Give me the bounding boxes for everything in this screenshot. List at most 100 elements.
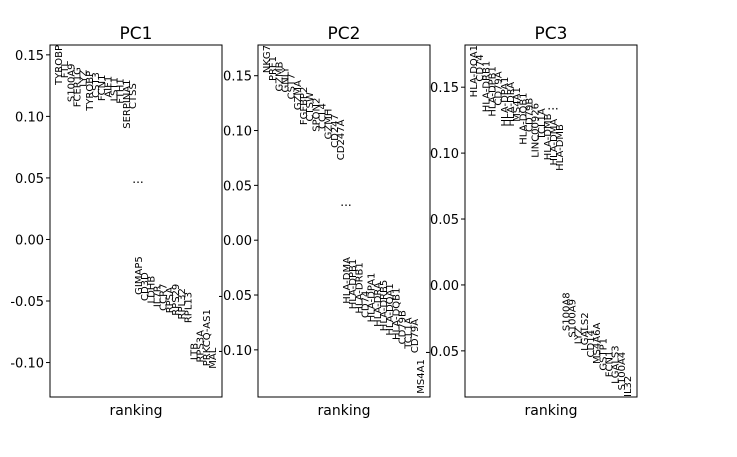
gene-label: HLA-DRB1: [481, 61, 492, 112]
y-tick-label: 0.00: [430, 279, 459, 294]
gene-label: LTB: [189, 343, 200, 360]
gene-label: CD3D: [140, 272, 151, 301]
y-tick-label: 0.05: [15, 172, 44, 187]
gene-label: LINC00926: [531, 103, 542, 158]
y-tick-label: -0.05: [10, 295, 44, 310]
gene-label: HLA-DRA: [373, 282, 384, 327]
gene-label: MS4A6A: [592, 323, 603, 365]
y-tick-label: 0.15: [430, 81, 459, 96]
gene-label: LYZ: [574, 327, 585, 344]
panel-title: PC1: [120, 24, 153, 44]
gene-label: CD79B: [524, 98, 535, 132]
gene-label: TYROBP: [54, 45, 65, 86]
gene-label: RPSA: [165, 287, 176, 314]
y-tick-label: 0.10: [15, 110, 44, 125]
gene-label: HLA-DQA1: [469, 45, 480, 97]
gene-label: NKG7: [262, 45, 273, 73]
y-tick-label: -0.10: [218, 344, 252, 359]
gene-label: LDHB: [146, 276, 157, 304]
gene-label: RPL13: [183, 292, 194, 323]
gene-label: S100A9: [66, 63, 77, 102]
gene-label: CD74: [475, 54, 486, 81]
gene-label: HLA-DPB1: [488, 66, 499, 117]
x-axis-label: ranking: [525, 403, 578, 419]
ellipsis-marker: ...: [547, 99, 558, 113]
gene-label: TCL1A: [537, 108, 548, 140]
gene-label: CCL4: [317, 103, 328, 129]
gene-label: CD79A: [494, 71, 505, 105]
gene-label: HLA-DMB: [543, 113, 554, 160]
panel-pc1: PC1 ranking -0.10 -0.05 0.00 0.05 0.10 0.15 TYRO…: [10, 24, 223, 419]
y-tick-label: 0.05: [223, 179, 252, 194]
gene-label: CST3: [91, 72, 102, 98]
gene-label: HLA-DQB1: [518, 92, 529, 144]
gene-label: RPS3A: [196, 330, 207, 363]
gene-label: HLA-DMB: [555, 124, 566, 171]
y-tick-label: 0.15: [223, 70, 252, 85]
gene-label: TCL1A: [404, 317, 415, 349]
y-tick-label: -0.10: [10, 357, 44, 372]
y-tick-label: 0.00: [223, 234, 252, 249]
y-tick-label: 0.05: [430, 213, 459, 228]
gene-label: MAL: [208, 347, 219, 368]
gene-label: CD247A: [336, 119, 347, 160]
gene-label: CTSW: [305, 92, 316, 121]
gene-label: MS4A1: [512, 87, 523, 122]
gene-label: CD79B: [397, 310, 408, 344]
gene-label: S100A9: [568, 299, 579, 338]
gene-label: HLA-DPB1: [348, 259, 359, 310]
gene-label: GNLY: [281, 66, 292, 92]
gene-label: RPL32: [177, 288, 188, 319]
gene-label: LST1: [109, 77, 120, 101]
gene-label: CD79A: [410, 319, 421, 353]
gene-label: GZMB: [274, 61, 285, 91]
gene-label: CTSS: [128, 83, 139, 109]
gene-label: HLA-DPA1: [500, 77, 511, 127]
gene-label: HLA-DMA: [549, 119, 560, 166]
gene-label: LGALS2: [580, 312, 591, 350]
gene-label: HLA-DRB1: [354, 262, 365, 313]
gene-label: CCR7: [159, 284, 170, 311]
plot-frame: [464, 44, 638, 398]
gene-label: S100A4: [617, 352, 628, 391]
y-tick-label: 0.10: [223, 125, 252, 140]
gene-label: HLA-DQB1: [391, 288, 402, 340]
ellipsis-marker: ...: [340, 195, 351, 209]
gene-label: FGFBP2: [299, 87, 310, 126]
gene-label: HLA-DPA1: [367, 273, 378, 323]
gene-label: MS4A1: [416, 359, 427, 394]
gene-label: LGALS3: [611, 345, 622, 383]
gene-label: S100A8: [561, 292, 572, 331]
y-tick-label: -0.05: [425, 345, 459, 360]
gene-label: IL32: [623, 376, 634, 397]
gene-label: TYROBP: [85, 71, 96, 112]
plot-frame: [49, 44, 223, 398]
gene-label: GZMH: [324, 109, 335, 140]
gene-label: RPS29: [171, 284, 182, 316]
ellipsis-marker: ...: [132, 172, 143, 186]
x-axis-label: ranking: [110, 403, 163, 419]
panel-title: PC3: [535, 24, 568, 44]
gene-label: IL7R: [153, 285, 164, 307]
gene-label: FTL: [60, 61, 71, 79]
gene-label: SPON2: [311, 98, 322, 132]
gene-label: HLA-DQA1: [385, 283, 396, 335]
y-tick-label: 0.15: [15, 49, 44, 64]
gene-label: FCN1: [604, 351, 615, 378]
gene-label: GZMA: [293, 80, 304, 110]
gene-label: HLA-DRB5: [379, 280, 390, 331]
x-axis-label: ranking: [318, 403, 371, 419]
panel-title: PC2: [328, 24, 361, 44]
gene-label: CST7: [287, 74, 298, 100]
y-tick-label: 0.10: [430, 147, 459, 162]
gene-label: FTH1: [116, 78, 127, 104]
gene-label: HLA-DMA: [342, 257, 353, 304]
gene-label: GIMAP5: [134, 256, 145, 295]
panel-pc2: PC2 ranking -0.10 -0.05 0.00 0.05 0.10 0.15 NKG7…: [218, 24, 431, 419]
gene-label: CD14: [586, 330, 597, 357]
gene-label: CD74: [361, 291, 372, 318]
plot-frame: [257, 44, 431, 398]
gene-label: GSTP1: [598, 338, 609, 371]
gene-label: HLA-DRA: [506, 82, 517, 127]
